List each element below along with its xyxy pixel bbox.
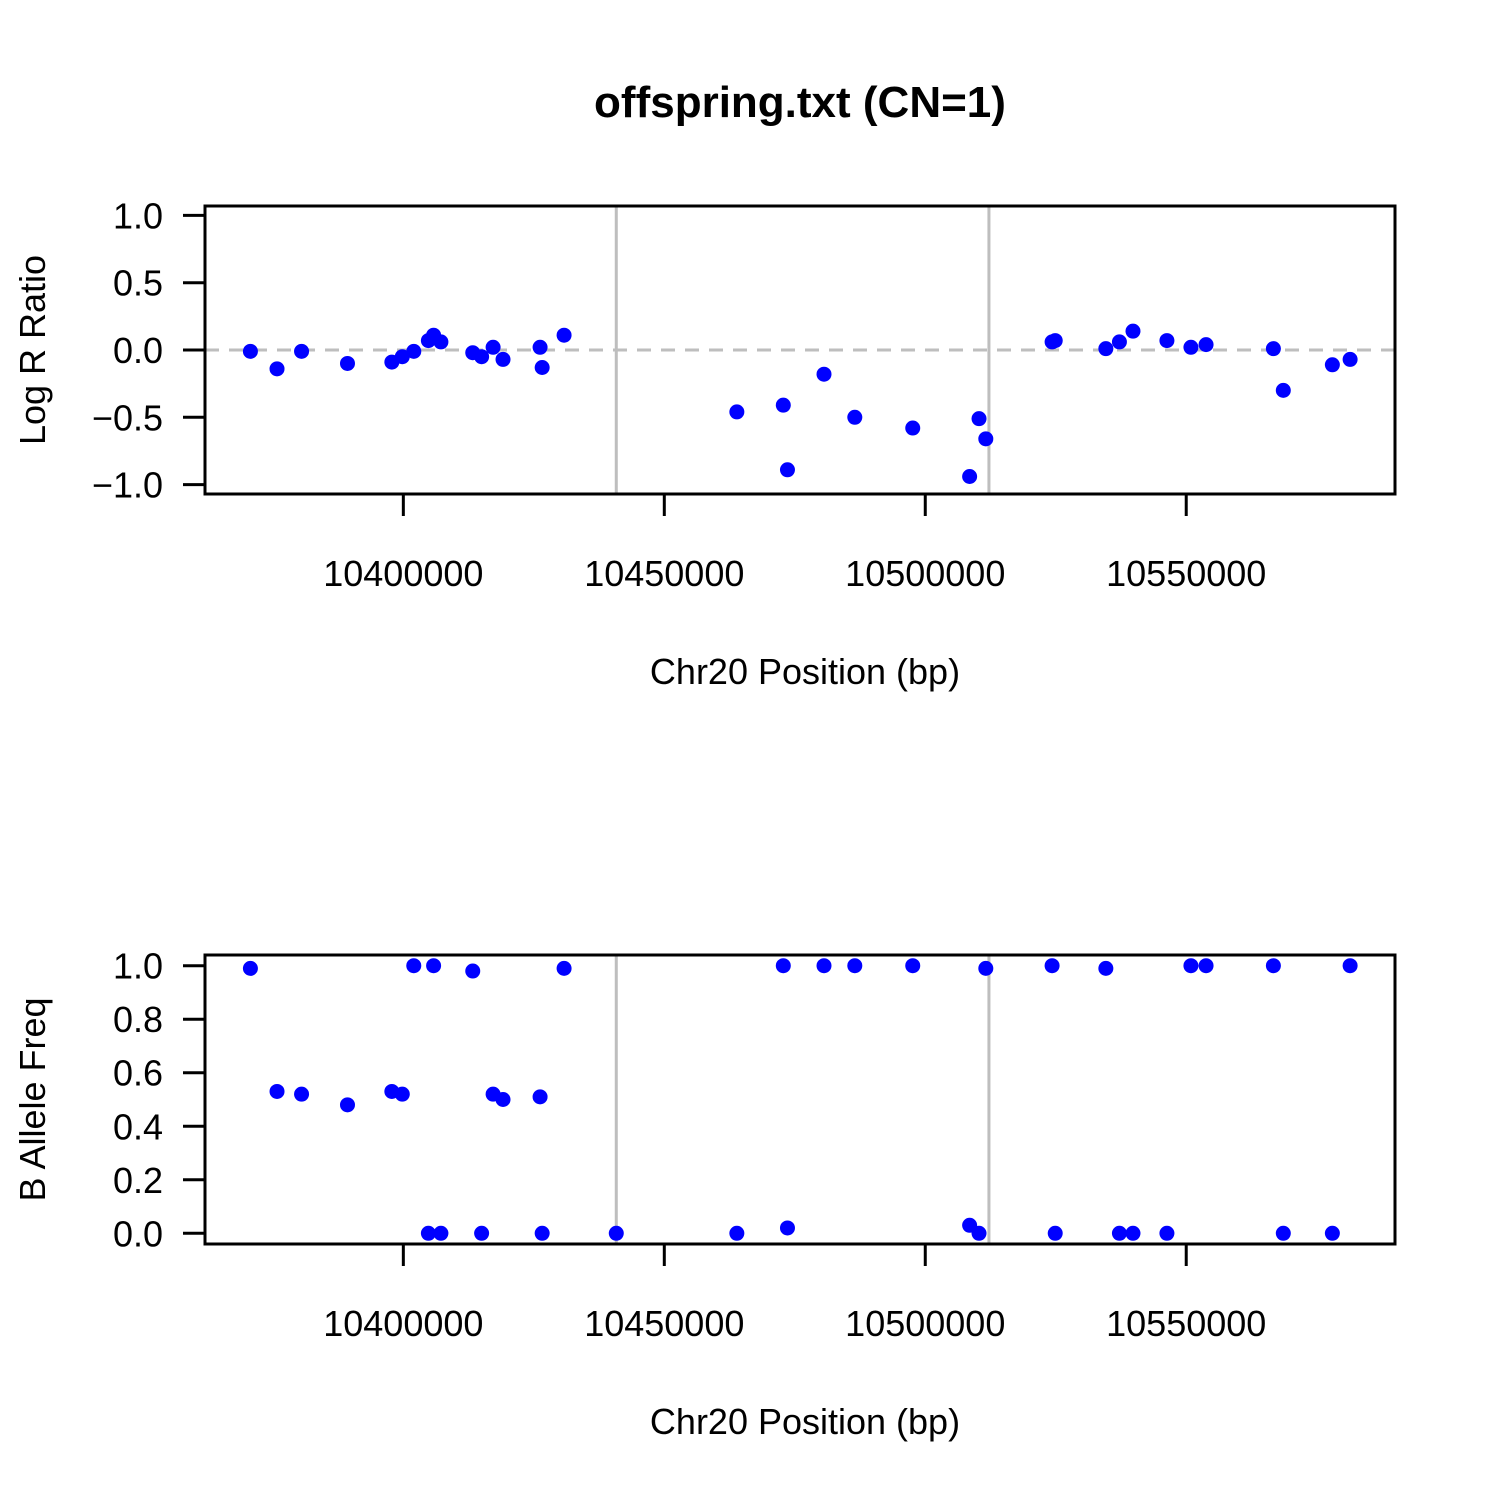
lrr-data-point bbox=[1111, 334, 1127, 350]
lrr-data-point bbox=[1098, 341, 1114, 357]
lrr-data-point bbox=[729, 404, 745, 420]
lrr-data-point bbox=[779, 462, 795, 478]
lrr-y-tick-label: 0.0 bbox=[113, 330, 163, 371]
lrr-data-point bbox=[433, 334, 449, 350]
baf-y-tick-label: 0.2 bbox=[113, 1160, 163, 1201]
baf-data-point bbox=[433, 1225, 449, 1241]
baf-data-point bbox=[1125, 1225, 1141, 1241]
b-allele-freq-panel: 10400000 10450000 10500000 10550000 0.0 0.2 0.… bbox=[12, 946, 1397, 1442]
baf-x-axis-label: Chr20 Position (bp) bbox=[650, 1401, 960, 1442]
lrr-x-tick-label: 10550000 bbox=[1106, 553, 1266, 594]
lrr-data-point bbox=[406, 343, 422, 359]
baf-y-tick-label: 0.0 bbox=[113, 1213, 163, 1254]
lrr-x-axis-label: Chr20 Position (bp) bbox=[650, 651, 960, 692]
lrr-data-point bbox=[1324, 357, 1340, 373]
baf-data-point bbox=[394, 1086, 410, 1102]
baf-data-point bbox=[495, 1092, 511, 1107]
lrr-y-tick-label: −0.5 bbox=[92, 397, 163, 438]
baf-y-tick-label: 0.8 bbox=[113, 999, 163, 1040]
baf-data-point bbox=[1324, 1225, 1340, 1241]
lrr-data-point bbox=[971, 411, 987, 427]
baf-x-tick-label: 10500000 bbox=[845, 1303, 1005, 1344]
baf-y-tick-label: 1.0 bbox=[113, 946, 163, 987]
baf-data-point bbox=[1047, 1225, 1063, 1241]
lrr-data-point bbox=[905, 420, 921, 436]
baf-data-point bbox=[294, 1086, 310, 1102]
lrr-y-tick-label: 1.0 bbox=[113, 195, 163, 236]
baf-data-point bbox=[269, 1083, 285, 1099]
baf-data-point bbox=[1265, 958, 1281, 974]
lrr-y-tick-label: 0.5 bbox=[113, 263, 163, 304]
lrr-data-point bbox=[294, 343, 310, 359]
baf-plot-frame bbox=[203, 953, 1397, 1246]
baf-data-point bbox=[816, 958, 832, 974]
baf-data-point bbox=[905, 958, 921, 974]
baf-data-point bbox=[775, 958, 791, 974]
lrr-data-point bbox=[269, 361, 285, 377]
baf-data-point bbox=[1159, 1225, 1175, 1241]
lrr-data-point bbox=[962, 469, 978, 485]
lrr-data-point bbox=[495, 351, 511, 367]
baf-data-point bbox=[1198, 958, 1214, 974]
lrr-data-point bbox=[474, 349, 490, 365]
lrr-data-point bbox=[978, 431, 994, 447]
baf-data-point bbox=[1098, 960, 1114, 976]
page-title: offspring.txt (CN=1) bbox=[594, 78, 1006, 127]
lrr-data-point bbox=[816, 366, 832, 382]
baf-data-point bbox=[556, 960, 572, 976]
baf-data-point bbox=[1342, 958, 1358, 974]
baf-data-point bbox=[971, 1225, 987, 1241]
baf-x-tick-label: 10450000 bbox=[584, 1303, 744, 1344]
baf-data-point bbox=[847, 958, 863, 974]
lrr-data-point bbox=[1047, 333, 1063, 349]
lrr-data-point bbox=[847, 409, 863, 425]
lrr-data-point bbox=[532, 339, 548, 355]
lrr-data-point bbox=[1342, 351, 1358, 367]
lrr-data-point bbox=[1275, 382, 1291, 398]
baf-x-tick-label: 10400000 bbox=[323, 1303, 483, 1344]
baf-data-point bbox=[1183, 958, 1199, 974]
baf-data-point bbox=[465, 963, 481, 979]
baf-data-point bbox=[779, 1220, 795, 1236]
lrr-x-tick-label: 10500000 bbox=[845, 553, 1005, 594]
baf-data-point bbox=[532, 1089, 548, 1105]
baf-data-point bbox=[420, 1225, 436, 1241]
lrr-y-axis-label: Log R Ratio bbox=[12, 255, 53, 445]
baf-y-tick-label: 0.6 bbox=[113, 1053, 163, 1094]
lrr-data-point bbox=[339, 355, 355, 371]
lrr-data-point bbox=[775, 397, 791, 413]
lrr-data-point bbox=[1198, 337, 1214, 353]
lrr-data-point bbox=[556, 327, 572, 343]
lrr-x-tick-label: 10450000 bbox=[584, 553, 744, 594]
baf-data-point bbox=[242, 960, 258, 976]
baf-data-point bbox=[406, 958, 422, 974]
baf-data-point bbox=[729, 1225, 745, 1241]
baf-data-point bbox=[1111, 1225, 1127, 1241]
baf-data-point bbox=[1044, 958, 1060, 974]
lrr-data-point bbox=[1265, 341, 1281, 357]
baf-data-point bbox=[534, 1225, 550, 1241]
lrr-data-point bbox=[242, 343, 258, 359]
lrr-data-point bbox=[1125, 323, 1141, 339]
baf-data-point bbox=[978, 960, 994, 976]
baf-data-point bbox=[1275, 1225, 1291, 1241]
baf-y-axis-label: B Allele Freq bbox=[12, 997, 53, 1201]
baf-x-tick-label: 10550000 bbox=[1106, 1303, 1266, 1344]
baf-data-point bbox=[474, 1225, 490, 1241]
baf-y-tick-label: 0.4 bbox=[113, 1106, 163, 1147]
lrr-x-tick-label: 10400000 bbox=[323, 553, 483, 594]
lrr-data-point bbox=[394, 349, 410, 365]
log-r-ratio-panel: 10400000 10450000 10500000 10550000 −1.0 −0.5… bbox=[12, 195, 1397, 692]
baf-data-point bbox=[339, 1097, 355, 1113]
baf-data-point bbox=[608, 1225, 624, 1241]
lrr-y-tick-label: −1.0 bbox=[92, 465, 163, 506]
lrr-data-point bbox=[1159, 333, 1175, 349]
baf-data-point bbox=[426, 958, 442, 974]
lrr-data-point bbox=[1183, 339, 1199, 355]
lrr-data-point bbox=[534, 359, 550, 375]
lrr-data-point bbox=[485, 339, 501, 355]
